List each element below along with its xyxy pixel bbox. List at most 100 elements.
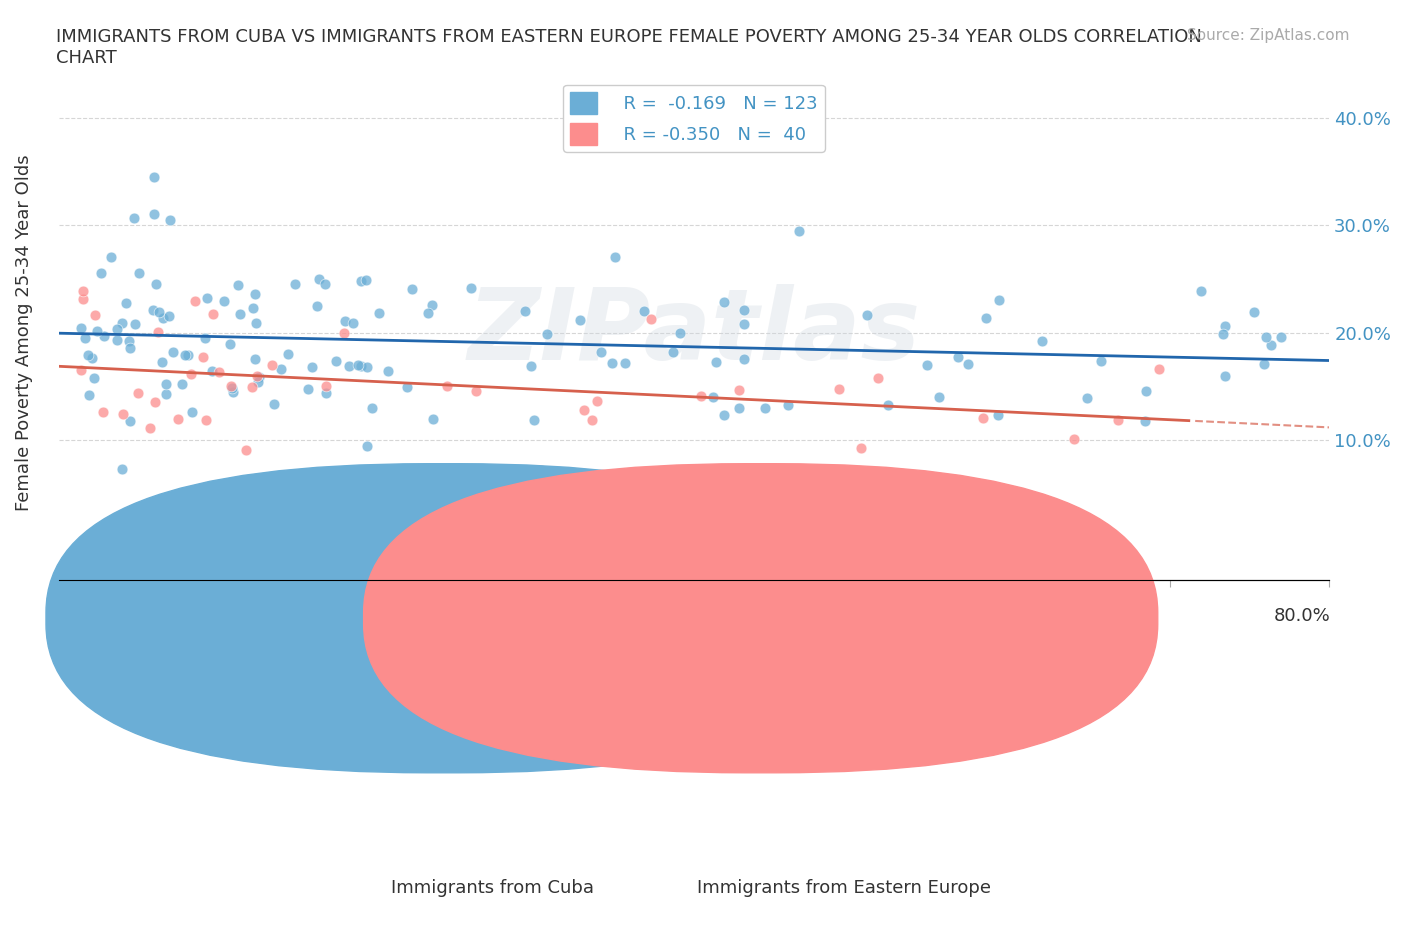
- Point: [127, 386, 149, 401]
- Point: [361, 400, 384, 415]
- Text: Immigrants from Cuba: Immigrants from Cuba: [391, 879, 593, 897]
- Point: [1213, 369, 1236, 384]
- Point: [148, 304, 170, 319]
- Point: [142, 302, 165, 317]
- Point: [662, 344, 685, 359]
- Point: [1260, 338, 1282, 352]
- Point: [93, 328, 115, 343]
- Point: [828, 381, 851, 396]
- Point: [733, 352, 755, 366]
- Point: [569, 312, 592, 327]
- Point: [167, 412, 190, 427]
- Point: [866, 370, 889, 385]
- Point: [633, 303, 655, 318]
- Point: [111, 461, 134, 476]
- Point: [194, 330, 217, 345]
- Point: [603, 250, 626, 265]
- Point: [333, 313, 356, 328]
- Point: [1076, 391, 1098, 405]
- Point: [124, 317, 146, 332]
- Point: [856, 308, 879, 323]
- Point: [246, 375, 269, 390]
- Point: [243, 286, 266, 301]
- FancyBboxPatch shape: [46, 464, 841, 773]
- Point: [77, 387, 100, 402]
- Point: [180, 366, 202, 381]
- Point: [356, 439, 378, 454]
- Point: [733, 303, 755, 318]
- Point: [72, 284, 94, 299]
- Point: [401, 281, 423, 296]
- Point: [159, 212, 181, 227]
- Point: [337, 358, 360, 373]
- Point: [221, 380, 243, 395]
- Point: [1254, 329, 1277, 344]
- Point: [350, 359, 373, 374]
- Point: [776, 397, 799, 412]
- Point: [972, 411, 994, 426]
- Text: Source: ZipAtlas.com: Source: ZipAtlas.com: [1187, 28, 1350, 43]
- Point: [100, 250, 122, 265]
- Point: [284, 277, 307, 292]
- Point: [315, 379, 337, 393]
- Point: [436, 379, 458, 393]
- Point: [640, 312, 662, 326]
- Point: [614, 356, 637, 371]
- Point: [197, 291, 219, 306]
- Point: [689, 389, 711, 404]
- Point: [111, 406, 134, 421]
- Point: [581, 413, 603, 428]
- Point: [591, 344, 613, 359]
- Point: [120, 340, 142, 355]
- Point: [315, 385, 337, 400]
- Point: [988, 293, 1011, 308]
- Point: [420, 298, 443, 312]
- Point: [356, 360, 378, 375]
- Point: [702, 389, 724, 404]
- Point: [86, 324, 108, 339]
- Point: [728, 383, 751, 398]
- Point: [1213, 318, 1236, 333]
- Point: [83, 370, 105, 385]
- Point: [325, 354, 347, 369]
- Point: [877, 398, 900, 413]
- Point: [145, 276, 167, 291]
- Point: [754, 401, 776, 416]
- Point: [422, 411, 444, 426]
- Point: [69, 321, 91, 336]
- Point: [350, 273, 373, 288]
- Point: [118, 414, 141, 429]
- Point: [172, 377, 194, 392]
- Point: [152, 355, 174, 370]
- Point: [143, 169, 166, 184]
- Point: [201, 364, 224, 379]
- Point: [1107, 412, 1129, 427]
- Point: [180, 405, 202, 419]
- Point: [277, 346, 299, 361]
- Point: [212, 294, 235, 309]
- Point: [536, 326, 558, 341]
- Point: [513, 304, 536, 319]
- Point: [305, 299, 328, 313]
- Point: [956, 357, 979, 372]
- Point: [122, 210, 145, 225]
- Point: [727, 400, 749, 415]
- Point: [263, 397, 285, 412]
- Point: [342, 315, 364, 330]
- Text: Immigrants from Eastern Europe: Immigrants from Eastern Europe: [696, 879, 991, 897]
- Point: [77, 347, 100, 362]
- Legend:   R =  -0.169   N = 123,   R = -0.350   N =  40: R = -0.169 N = 123, R = -0.350 N = 40: [564, 85, 825, 153]
- Point: [301, 360, 323, 375]
- Point: [146, 325, 169, 339]
- Y-axis label: Female Poverty Among 25-34 Year Olds: Female Poverty Among 25-34 Year Olds: [15, 154, 32, 511]
- Point: [128, 265, 150, 280]
- Point: [368, 306, 391, 321]
- Point: [1063, 432, 1085, 446]
- Point: [704, 354, 727, 369]
- Point: [586, 393, 609, 408]
- Point: [1133, 414, 1156, 429]
- Point: [1090, 353, 1112, 368]
- Point: [915, 357, 938, 372]
- Point: [530, 462, 553, 477]
- Point: [347, 358, 370, 373]
